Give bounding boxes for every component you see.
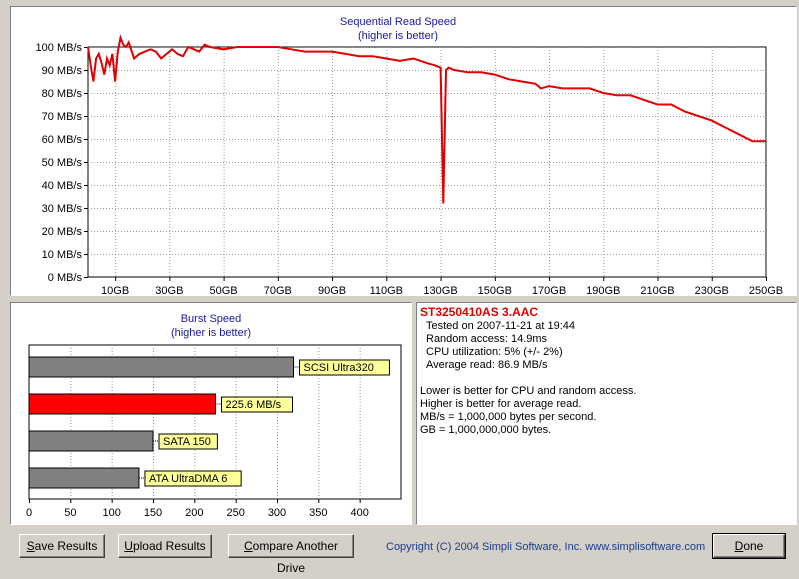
- burst-label-box: [144, 470, 242, 487]
- read-speed-line: [87, 34, 766, 204]
- save-results-button[interactable]: Save Results: [19, 534, 105, 558]
- drive-info-panel: ST3250410AS 3.AAC Tested on 2007-11-21 a…: [416, 302, 797, 525]
- seq-x-tick-label: 10GB: [101, 285, 129, 295]
- seq-y-tick-label: 50 MB/s: [42, 157, 83, 169]
- sequential-read-panel: Sequential Read Speed (higher is better)…: [10, 6, 797, 297]
- seq-y-tick-label: 70 MB/s: [42, 111, 83, 123]
- seq-chart-title: Sequential Read Speed: [340, 16, 456, 28]
- burst-x-tick-label: 200: [185, 507, 203, 519]
- random-access: Random access: 14.9ms: [426, 333, 548, 345]
- burst-x-tick-label: 50: [64, 507, 76, 519]
- burst-bar: [28, 430, 154, 452]
- done-button[interactable]: Done: [712, 533, 786, 559]
- seq-x-tick-label: 190GB: [586, 285, 620, 295]
- sequential-read-chart: Sequential Read Speed (higher is better)…: [36, 16, 784, 297]
- burst-speed-chart: Burst Speed (higher is better) SCSI Ultr…: [26, 313, 402, 519]
- average-read: Average read: 86.9 MB/s: [426, 359, 548, 371]
- burst-bar-label: 225.6 MB/s: [225, 399, 281, 411]
- burst-x-tick-label: 350: [309, 507, 327, 519]
- seq-x-tick-label: 130GB: [423, 285, 457, 295]
- cpu-utilization: CPU utilization: 5% (+/- 2%): [426, 346, 563, 358]
- upload-results-button[interactable]: Upload Results: [118, 534, 212, 558]
- tested-on: Tested on 2007-11-21 at 19:44: [426, 320, 576, 332]
- burst-x-tick-label: 400: [350, 507, 368, 519]
- drive-name: ST3250410AS 3.AAC: [420, 305, 539, 319]
- seq-x-tick-label: 30GB: [155, 285, 183, 295]
- seq-y-tick-label: 60 MB/s: [42, 134, 83, 146]
- burst-bar: [28, 467, 140, 489]
- burst-label-box: [220, 396, 293, 413]
- seq-y-tick-label: 10 MB/s: [42, 249, 83, 261]
- burst-x-tick-label: 100: [102, 507, 120, 519]
- seq-x-tick-label: 150GB: [478, 285, 512, 295]
- burst-bar-label: SCSI Ultra320: [304, 362, 374, 374]
- seq-chart-subtitle: (higher is better): [358, 30, 438, 42]
- note-lower-better: Lower is better for CPU and random acces…: [420, 385, 637, 397]
- burst-label-box: [299, 359, 390, 376]
- seq-x-tick-label: 170GB: [532, 285, 566, 295]
- seq-x-tick-label: 250GB: [749, 285, 783, 295]
- seq-x-tick-label: 110GB: [370, 285, 403, 295]
- note-mbs-definition: MB/s = 1,000,000 bytes per second.: [420, 411, 597, 423]
- seq-x-tick-label: 210GB: [640, 285, 674, 295]
- seq-y-tick-label: 0 MB/s: [48, 272, 83, 284]
- burst-chart-title: Burst Speed: [181, 313, 242, 325]
- compare-another-drive-button[interactable]: Compare Another Drive: [228, 534, 354, 575]
- seq-y-tick-label: 20 MB/s: [42, 226, 83, 238]
- burst-bar-label: SATA 150: [163, 436, 211, 448]
- note-gb-definition: GB = 1,000,000,000 bytes.: [420, 424, 552, 436]
- burst-x-tick-label: 250: [226, 507, 244, 519]
- seq-x-tick-label: 70GB: [264, 285, 292, 295]
- burst-label-box: [158, 433, 218, 450]
- burst-x-tick-label: 300: [268, 507, 286, 519]
- note-higher-better: Higher is better for average read.: [420, 398, 582, 410]
- burst-x-tick-label: 0: [26, 507, 32, 519]
- seq-x-tick-label: 230GB: [695, 285, 729, 295]
- burst-x-tick-label: 150: [144, 507, 162, 519]
- seq-y-tick-label: 30 MB/s: [42, 203, 83, 215]
- seq-x-tick-label: 90GB: [318, 285, 346, 295]
- seq-y-tick-label: 90 MB/s: [42, 65, 83, 77]
- seq-y-tick-label: 80 MB/s: [42, 88, 83, 100]
- burst-bar: [28, 356, 295, 378]
- copyright-text: Copyright (C) 2004 Simpli Software, Inc.…: [386, 541, 706, 553]
- burst-bar: [28, 393, 216, 415]
- burst-speed-panel: Burst Speed (higher is better) SCSI Ultr…: [10, 302, 412, 525]
- burst-bar-label: ATA UltraDMA 6: [149, 473, 227, 485]
- seq-y-tick-label: 40 MB/s: [42, 180, 83, 192]
- seq-y-tick-label: 100 MB/s: [36, 42, 83, 54]
- burst-chart-subtitle: (higher is better): [171, 327, 251, 339]
- seq-x-tick-label: 50GB: [210, 285, 238, 295]
